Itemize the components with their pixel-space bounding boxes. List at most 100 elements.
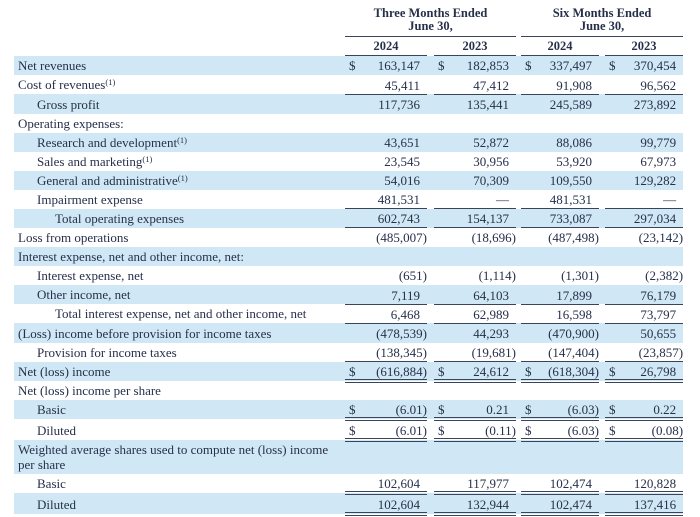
dollar-sign-cell: [521, 342, 538, 362]
cell-value: [537, 114, 599, 133]
cell-value: [450, 381, 516, 400]
year-header-row: 2024 2023 2024 2023: [14, 36, 684, 56]
cell-value: (18,696): [471, 230, 517, 245]
cell-value: [537, 440, 599, 474]
dollar-sign-cell: [434, 228, 450, 248]
footnote-marker: (1): [105, 77, 116, 87]
column-gap: [427, 190, 434, 209]
column-gap: [427, 247, 434, 266]
cell-value: 30,956: [473, 153, 510, 169]
cell-value: 73,797: [621, 304, 684, 324]
cell-value: 481,531: [361, 189, 427, 209]
cell-value: 50,655: [640, 325, 677, 341]
cell-value: 132,944: [450, 493, 517, 516]
dollar-sign-cell: [434, 323, 450, 343]
dollar-sign-cell: [345, 208, 361, 228]
row-label: Net (loss) income: [18, 364, 111, 379]
dollar-sign-cell: [605, 114, 621, 133]
dollar-sign-cell: [605, 133, 621, 152]
period-title-line1: Three Months Ended: [373, 6, 488, 20]
cell-value: (618,304): [537, 361, 600, 383]
label-column-spacer: [14, 37, 345, 56]
table-row: Other income, net 7,119 64,103 17,899 76,179: [14, 285, 684, 305]
dollar-sign-cell: [521, 152, 537, 171]
cell-value: 602,743: [361, 208, 427, 228]
footnote-marker: (1): [177, 134, 187, 145]
dollar-sign-cell: [521, 133, 537, 152]
dollar-sign-cell: [521, 493, 538, 516]
row-label: Total operating expenses: [55, 210, 185, 226]
dollar-sign-cell: [345, 381, 361, 400]
dollar-sign-cell: [345, 474, 361, 495]
dollar-sign-cell: [434, 94, 450, 114]
column-gap: [427, 400, 434, 419]
cell-value: [621, 247, 683, 266]
dollar-sign-cell: $: [434, 361, 450, 383]
cell-value: (651): [398, 268, 427, 283]
dollar-sign-cell: [521, 94, 537, 114]
cell-value: 182,853: [466, 58, 510, 73]
income-statement-table: Three Months Ended June 30, Six Months E…: [14, 5, 684, 516]
cell-value: 43,651: [384, 134, 420, 150]
column-gap: [427, 171, 434, 190]
cell-value: [450, 440, 516, 474]
row-label: Weighted average shares used to compute …: [18, 442, 329, 472]
dollar-sign-cell: [345, 323, 361, 343]
cell-value: 120,828: [621, 474, 684, 495]
dollar-sign-cell: [434, 440, 450, 474]
column-gap: [427, 304, 434, 323]
dollar-sign-cell: [434, 247, 450, 266]
row-label: Total interest expense, net and other in…: [55, 306, 307, 321]
dollar-sign-cell: [605, 247, 621, 266]
column-gap: [427, 209, 434, 228]
dollar-sign-cell: $: [349, 58, 356, 73]
dollar-sign-cell: [345, 247, 361, 266]
table-row: Total operating expenses 602,743 154,137 73…: [14, 208, 684, 228]
cell-value: [361, 440, 427, 474]
cell-value: 70,309: [473, 172, 510, 188]
cell-value: (0.08): [621, 419, 684, 442]
cell-value: 137,416: [621, 493, 684, 516]
cell-value: 26,798: [621, 361, 684, 383]
dollar-sign-cell: [345, 440, 361, 474]
cell-value: (616,884): [361, 361, 427, 383]
column-gap: [427, 323, 434, 343]
cell-value: (6.03): [537, 400, 600, 421]
cell-value: 0.22: [621, 400, 684, 421]
column-gap: [427, 228, 434, 248]
dollar-sign-cell: [521, 114, 537, 133]
dollar-sign-cell: [345, 304, 361, 324]
cell-value: [450, 114, 516, 133]
column-gap: [427, 440, 434, 474]
cell-value: 53,920: [556, 153, 593, 169]
table-row: Weighted average shares used to compute …: [14, 440, 684, 474]
cell-value: 154,137: [450, 208, 517, 228]
dollar-sign-cell: [434, 152, 450, 171]
cell-value: (19,681): [450, 342, 517, 362]
cell-value: 370,454: [633, 58, 677, 73]
table-row: Net revenues $163,147 $182,853 $337,497 $370…: [14, 55, 684, 75]
dollar-sign-cell: $: [345, 400, 361, 421]
cell-value: 109,550: [549, 172, 593, 188]
cell-value: 273,892: [633, 96, 677, 112]
dollar-sign-cell: $: [521, 361, 538, 383]
dollar-sign-cell: [521, 208, 538, 228]
cell-value: 337,497: [549, 58, 593, 73]
cell-value: [621, 114, 683, 133]
cell-value: 99,779: [640, 134, 677, 150]
dollar-sign-cell: [605, 381, 621, 400]
row-label: Basic: [37, 402, 66, 417]
year-header-3mo-2024: 2024: [345, 36, 427, 56]
cell-value: 7,119: [361, 285, 427, 305]
row-label: Operating expenses:: [18, 115, 124, 131]
col-group-three-months: Three Months Ended June 30,: [345, 5, 517, 37]
cell-value: 102,604: [361, 474, 427, 495]
row-label: Net (loss) income per share: [18, 383, 161, 398]
dollar-sign-cell: [521, 247, 537, 266]
column-gap: [427, 381, 434, 400]
dollar-sign-cell: [434, 114, 450, 133]
dollar-sign-cell: [521, 474, 538, 495]
cell-value: (1,301): [561, 268, 600, 283]
cell-value: 117,977: [450, 474, 517, 495]
cell-value: 67,973: [640, 153, 677, 169]
